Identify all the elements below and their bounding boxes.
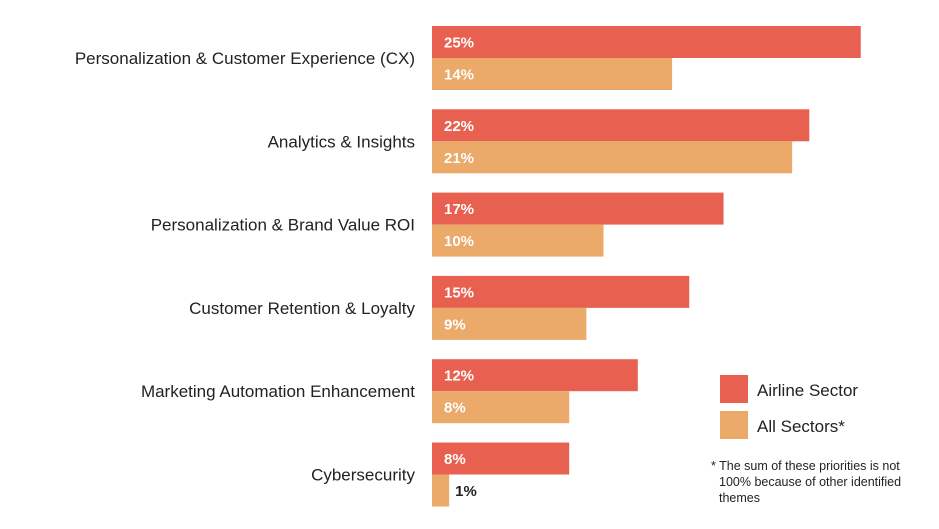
bar-all-sectors-personalization-customer-experience-cx bbox=[432, 58, 673, 90]
bar-label-airline-sector-personalization-customer-experience-cx: 25% bbox=[444, 35, 474, 52]
bar-airline-sector-analytics-insights bbox=[432, 109, 810, 142]
bar-label-airline-sector-customer-retention-loyalty: 15% bbox=[444, 284, 474, 301]
bar-label-all-sectors-customer-retention-loyalty: 9% bbox=[444, 316, 466, 333]
category-label-personalization-customer-experience-cx: Personalization & Customer Experience (C… bbox=[75, 49, 415, 68]
bar-label-airline-sector-analytics-insights: 22% bbox=[444, 118, 474, 135]
footnote-line-2: 100% because of other identified bbox=[719, 475, 901, 489]
bar-labels: 25% 14% 22% 21% 17% 10% 15% 9% 12% 8% 8% 1% bbox=[444, 35, 477, 501]
footnote-line-1: * The sum of these priorities is not bbox=[711, 459, 900, 473]
category-label-personalization-brand-value-roi: Personalization & Brand Value ROI bbox=[151, 216, 415, 235]
bar-all-sectors-customer-retention-loyalty bbox=[432, 307, 587, 340]
bar-label-all-sectors-analytics-insights: 21% bbox=[444, 150, 474, 167]
bar-all-sectors-cybersecurity bbox=[432, 474, 450, 507]
bar-airline-sector-cybersecurity bbox=[432, 442, 570, 475]
bars bbox=[432, 26, 861, 507]
bar-airline-sector-marketing-automation-enhancement bbox=[432, 359, 638, 392]
bar-label-all-sectors-cybersecurity: 1% bbox=[455, 483, 477, 500]
legend-label-all-sectors: All Sectors* bbox=[757, 417, 845, 436]
bar-label-airline-sector-cybersecurity: 8% bbox=[444, 451, 466, 468]
bar-label-all-sectors-personalization-customer-experience-cx: 14% bbox=[444, 67, 474, 84]
bar-label-all-sectors-marketing-automation-enhancement: 8% bbox=[444, 400, 466, 417]
bar-airline-sector-personalization-customer-experience-cx bbox=[432, 26, 861, 58]
footnote-line-3: themes bbox=[719, 491, 760, 505]
legend-swatch-all-sectors bbox=[720, 411, 748, 439]
footnote: * The sum of these priorities is not 100… bbox=[711, 459, 901, 505]
category-label-customer-retention-loyalty: Customer Retention & Loyalty bbox=[189, 299, 415, 318]
bar-label-airline-sector-personalization-brand-value-roi: 17% bbox=[444, 201, 474, 218]
legend-swatch-airline-sector bbox=[720, 375, 748, 403]
bar-all-sectors-personalization-brand-value-roi bbox=[432, 224, 604, 257]
category-label-analytics-insights: Analytics & Insights bbox=[268, 132, 415, 151]
bar-airline-sector-customer-retention-loyalty bbox=[432, 275, 690, 308]
legend: Airline Sector All Sectors* bbox=[720, 375, 858, 439]
bar-all-sectors-analytics-insights bbox=[432, 141, 793, 174]
bar-airline-sector-personalization-brand-value-roi bbox=[432, 192, 724, 225]
category-label-cybersecurity: Cybersecurity bbox=[311, 466, 415, 485]
bar-all-sectors-marketing-automation-enhancement bbox=[432, 391, 570, 424]
bar-label-airline-sector-marketing-automation-enhancement: 12% bbox=[444, 368, 474, 385]
bar-label-all-sectors-personalization-brand-value-roi: 10% bbox=[444, 233, 474, 250]
legend-label-airline-sector: Airline Sector bbox=[757, 381, 858, 400]
category-label-marketing-automation-enhancement: Marketing Automation Enhancement bbox=[141, 382, 415, 401]
category-labels: Personalization & Customer Experience (C… bbox=[75, 49, 416, 485]
